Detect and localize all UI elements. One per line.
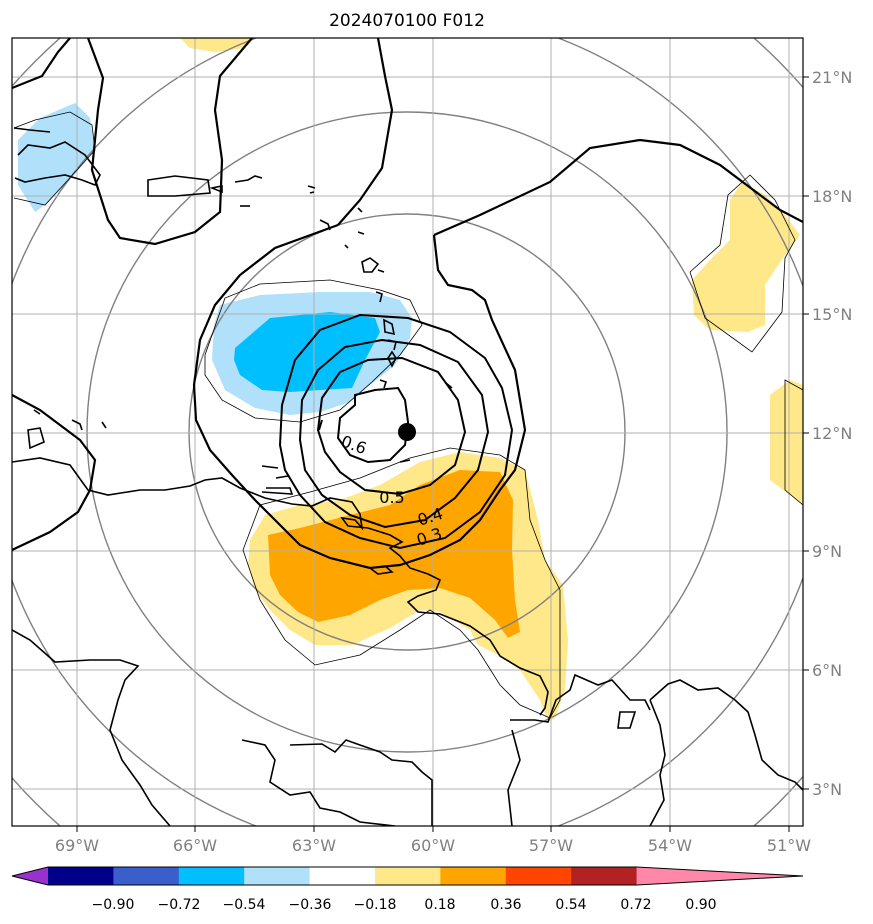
colorbar-swatch [571, 867, 638, 885]
colorbar-label-1: −0.90 [92, 897, 135, 913]
lat-label-9n: 9°N [812, 542, 842, 561]
bold-contours [12, 38, 803, 570]
lat-label-18n: 18°N [812, 187, 852, 206]
colorbar-swatch [178, 867, 245, 885]
colorbar-label-7: 0.36 [490, 897, 521, 913]
lat-label-21n: 21°N [812, 68, 852, 87]
colorbar-label-2: −0.72 [158, 897, 201, 913]
colorbar-label-6: 0.18 [424, 897, 455, 913]
coastlines [12, 127, 803, 826]
contour-0.4 [298, 338, 490, 529]
storm-contours [278, 313, 514, 550]
strong-negative-anomaly-region-central [234, 312, 380, 392]
colorbar-swatch [309, 867, 376, 885]
colorbar-swatch [244, 867, 311, 885]
positive-anomaly-region-north [180, 38, 255, 52]
south-america-lower [12, 629, 171, 826]
map-frame [11, 37, 804, 827]
storm-center-marker [398, 423, 416, 441]
contour-0.6 [336, 386, 410, 464]
colorbar-swatch [113, 867, 180, 885]
colorbar-labels: −0.90 −0.72 −0.54 −0.36 −0.18 0.18 0.36 … [92, 897, 717, 913]
positive-anomaly-region-far-east [770, 380, 803, 505]
colorbar-extend-max [636, 867, 803, 885]
positive-anomaly-region-east [692, 182, 800, 332]
hispaniola-coast [14, 141, 101, 187]
contour-label-0.5: 0.5 [379, 488, 404, 507]
lat-label-3n: 3°N [812, 780, 842, 799]
filled-anomaly-regions [18, 38, 803, 722]
longitude-labels: 69°W 66°W 63°W 60°W 57°W 54°W 51°W [55, 836, 811, 855]
colorbar-label-5: −0.18 [354, 897, 397, 913]
graticule [12, 38, 803, 826]
colorbar-label-4: −0.36 [289, 897, 332, 913]
latitude-labels: 21°N 18°N 15°N 12°N 9°N 6°N 3°N [812, 68, 852, 799]
colorbar-label-3: −0.54 [223, 897, 266, 913]
lon-label-60w: 60°W [411, 836, 455, 855]
lon-label-69w: 69°W [55, 836, 99, 855]
lon-label-51w: 51°W [767, 836, 811, 855]
lon-label-66w: 66°W [173, 836, 217, 855]
colorbar-label-8: 0.54 [555, 897, 586, 913]
colorbar-label-10: 0.90 [685, 897, 716, 913]
colorbar-swatch [505, 867, 572, 885]
lon-label-54w: 54°W [648, 836, 692, 855]
lon-label-63w: 63°W [292, 836, 336, 855]
contour-0.3 [278, 313, 514, 550]
venezuela-coast [12, 457, 549, 716]
colorbar-label-9: 0.72 [620, 897, 651, 913]
colorbar-outline [11, 866, 804, 886]
contour-0.5 [316, 356, 467, 496]
puerto-rico-coast [147, 175, 211, 197]
lat-label-15n: 15°N [812, 305, 852, 324]
colorbar-swatch [48, 867, 114, 885]
lat-label-12n: 12°N [812, 424, 852, 443]
colorbar-swatches [11, 866, 804, 886]
map-title: 2024070100 F012 [329, 11, 485, 31]
colorbar-swatch [375, 867, 441, 885]
strong-positive-anomaly-region-south [268, 470, 520, 638]
lat-label-6n: 6°N [812, 661, 842, 680]
colorbar-swatch [440, 867, 507, 885]
colorbar-extend-min [12, 867, 48, 885]
tick-marks [76, 76, 809, 832]
colorbar: −0.90 −0.72 −0.54 −0.36 −0.18 0.18 0.36 … [11, 866, 804, 913]
lon-label-57w: 57°W [529, 836, 573, 855]
